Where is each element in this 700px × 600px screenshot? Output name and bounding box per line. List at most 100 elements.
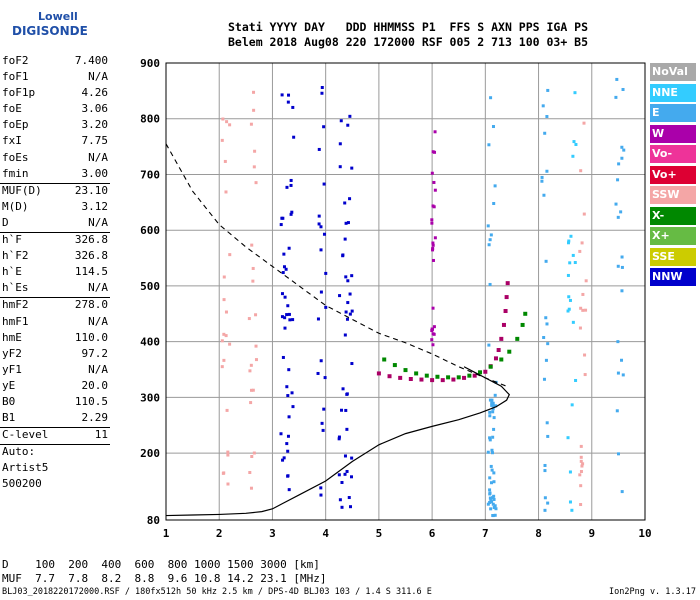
- echo-speckle: [568, 500, 572, 504]
- echo-speckle: [324, 271, 328, 275]
- legend-item: Vo-: [650, 145, 696, 163]
- echo-speckle: [225, 408, 229, 412]
- trace-point: [451, 377, 456, 382]
- echo-speckle: [320, 421, 324, 425]
- param-row: M(D) 3.12: [0, 200, 110, 216]
- echo-speckle: [249, 486, 253, 490]
- echo-speckle: [430, 338, 434, 342]
- param-label: foF1: [2, 70, 29, 84]
- echo-speckle: [432, 325, 436, 329]
- echo-speckle: [544, 358, 548, 362]
- echo-speckle: [432, 180, 436, 184]
- plot-frame: [165, 62, 646, 521]
- echo-speckle: [250, 455, 254, 459]
- echo-speckle: [578, 249, 582, 253]
- echo-speckle: [222, 471, 226, 475]
- echo-speckle: [492, 416, 496, 420]
- echo-speckle: [280, 315, 284, 319]
- echo-speckle: [290, 391, 294, 395]
- echo-speckle: [543, 496, 547, 500]
- echo-speckle: [431, 204, 435, 208]
- param-label: foF1p: [2, 86, 36, 100]
- echo-speckle: [282, 456, 286, 460]
- echo-speckle: [224, 334, 228, 338]
- echo-speckle: [316, 317, 320, 321]
- echo-speckle: [492, 506, 496, 510]
- echo-speckle: [250, 243, 254, 247]
- echo-speckle: [582, 121, 586, 125]
- echo-speckle: [571, 253, 575, 257]
- echo-speckle: [491, 435, 495, 439]
- echo-speckle: [350, 166, 354, 170]
- param-label: foEs: [2, 150, 29, 164]
- echo-speckle: [546, 501, 550, 505]
- echo-speckle: [579, 459, 583, 463]
- echo-speckle: [286, 304, 290, 308]
- echo-speckle: [619, 210, 623, 214]
- echo-speckle: [486, 224, 490, 228]
- echo-speckle: [574, 378, 578, 382]
- param-row: foEs N/A: [0, 151, 110, 167]
- param-row: MUF(D) 23.10: [0, 184, 110, 200]
- param-row: hmF2 278.0: [0, 298, 110, 314]
- echo-speckle: [247, 317, 251, 321]
- echo-speckle: [568, 298, 572, 302]
- param-value: N/A: [88, 281, 108, 295]
- echo-speckle: [252, 108, 256, 112]
- x-tick-label: 3: [269, 527, 276, 540]
- param-value: 326.8: [74, 249, 108, 263]
- echo-speckle: [279, 223, 283, 227]
- echo-speckle: [616, 178, 620, 182]
- echo-speckle: [486, 450, 490, 454]
- echo-speckle: [583, 353, 587, 357]
- echo-speckle: [545, 169, 549, 173]
- echo-speckle: [322, 232, 326, 236]
- echo-speckle: [344, 408, 348, 412]
- echo-speckle: [337, 473, 341, 477]
- param-label: hmF2: [2, 298, 29, 312]
- echo-speckle: [621, 87, 625, 91]
- echo-speckle: [544, 316, 548, 320]
- electron-density-profile: [165, 366, 511, 517]
- echo-speckle: [573, 91, 577, 95]
- trace-point: [493, 356, 498, 361]
- param-value: 3.00: [81, 166, 109, 180]
- echo-speckle: [581, 292, 585, 296]
- echo-speckle: [254, 358, 258, 362]
- param-label: C-level: [2, 428, 49, 442]
- echo-speckle: [345, 317, 349, 321]
- echo-speckle: [350, 362, 354, 366]
- logo-line-1: Lowell: [38, 10, 78, 23]
- param-row: Artist5: [0, 461, 110, 477]
- echo-speckle: [319, 359, 323, 363]
- trace-point: [462, 375, 467, 380]
- echo-speckle: [350, 274, 354, 278]
- param-value: 278.0: [74, 298, 108, 312]
- echo-speckle: [251, 266, 255, 270]
- param-value: N/A: [88, 70, 108, 84]
- trace-point: [507, 349, 512, 354]
- param-value: N/A: [88, 215, 108, 229]
- y-tick-label: 200: [140, 447, 160, 460]
- echo-speckle: [350, 456, 354, 460]
- echo-speckle: [249, 122, 253, 126]
- echo-speckle: [287, 368, 291, 372]
- echo-speckle: [346, 279, 350, 283]
- echo-speckle: [433, 188, 437, 192]
- param-row: fmin 3.00: [0, 167, 110, 184]
- echo-speckle: [285, 442, 289, 446]
- distance-row: D 100 200 400 600 800 1000 1500 3000 [km…: [2, 558, 320, 571]
- trace-point: [499, 336, 504, 341]
- echo-speckle: [492, 201, 496, 205]
- echo-speckle: [222, 275, 226, 279]
- param-row: h`E 114.5: [0, 265, 110, 281]
- echo-speckle: [224, 190, 228, 194]
- echo-speckle: [324, 305, 328, 309]
- param-row: hmF1 N/A: [0, 315, 110, 331]
- echo-speckle: [317, 147, 321, 151]
- trace-point: [467, 373, 472, 378]
- echo-speckle: [489, 507, 493, 511]
- header-line-2: Belem 2018 Aug08 220 172000 RSF 005 2 71…: [228, 35, 589, 49]
- param-label: foF2: [2, 54, 29, 67]
